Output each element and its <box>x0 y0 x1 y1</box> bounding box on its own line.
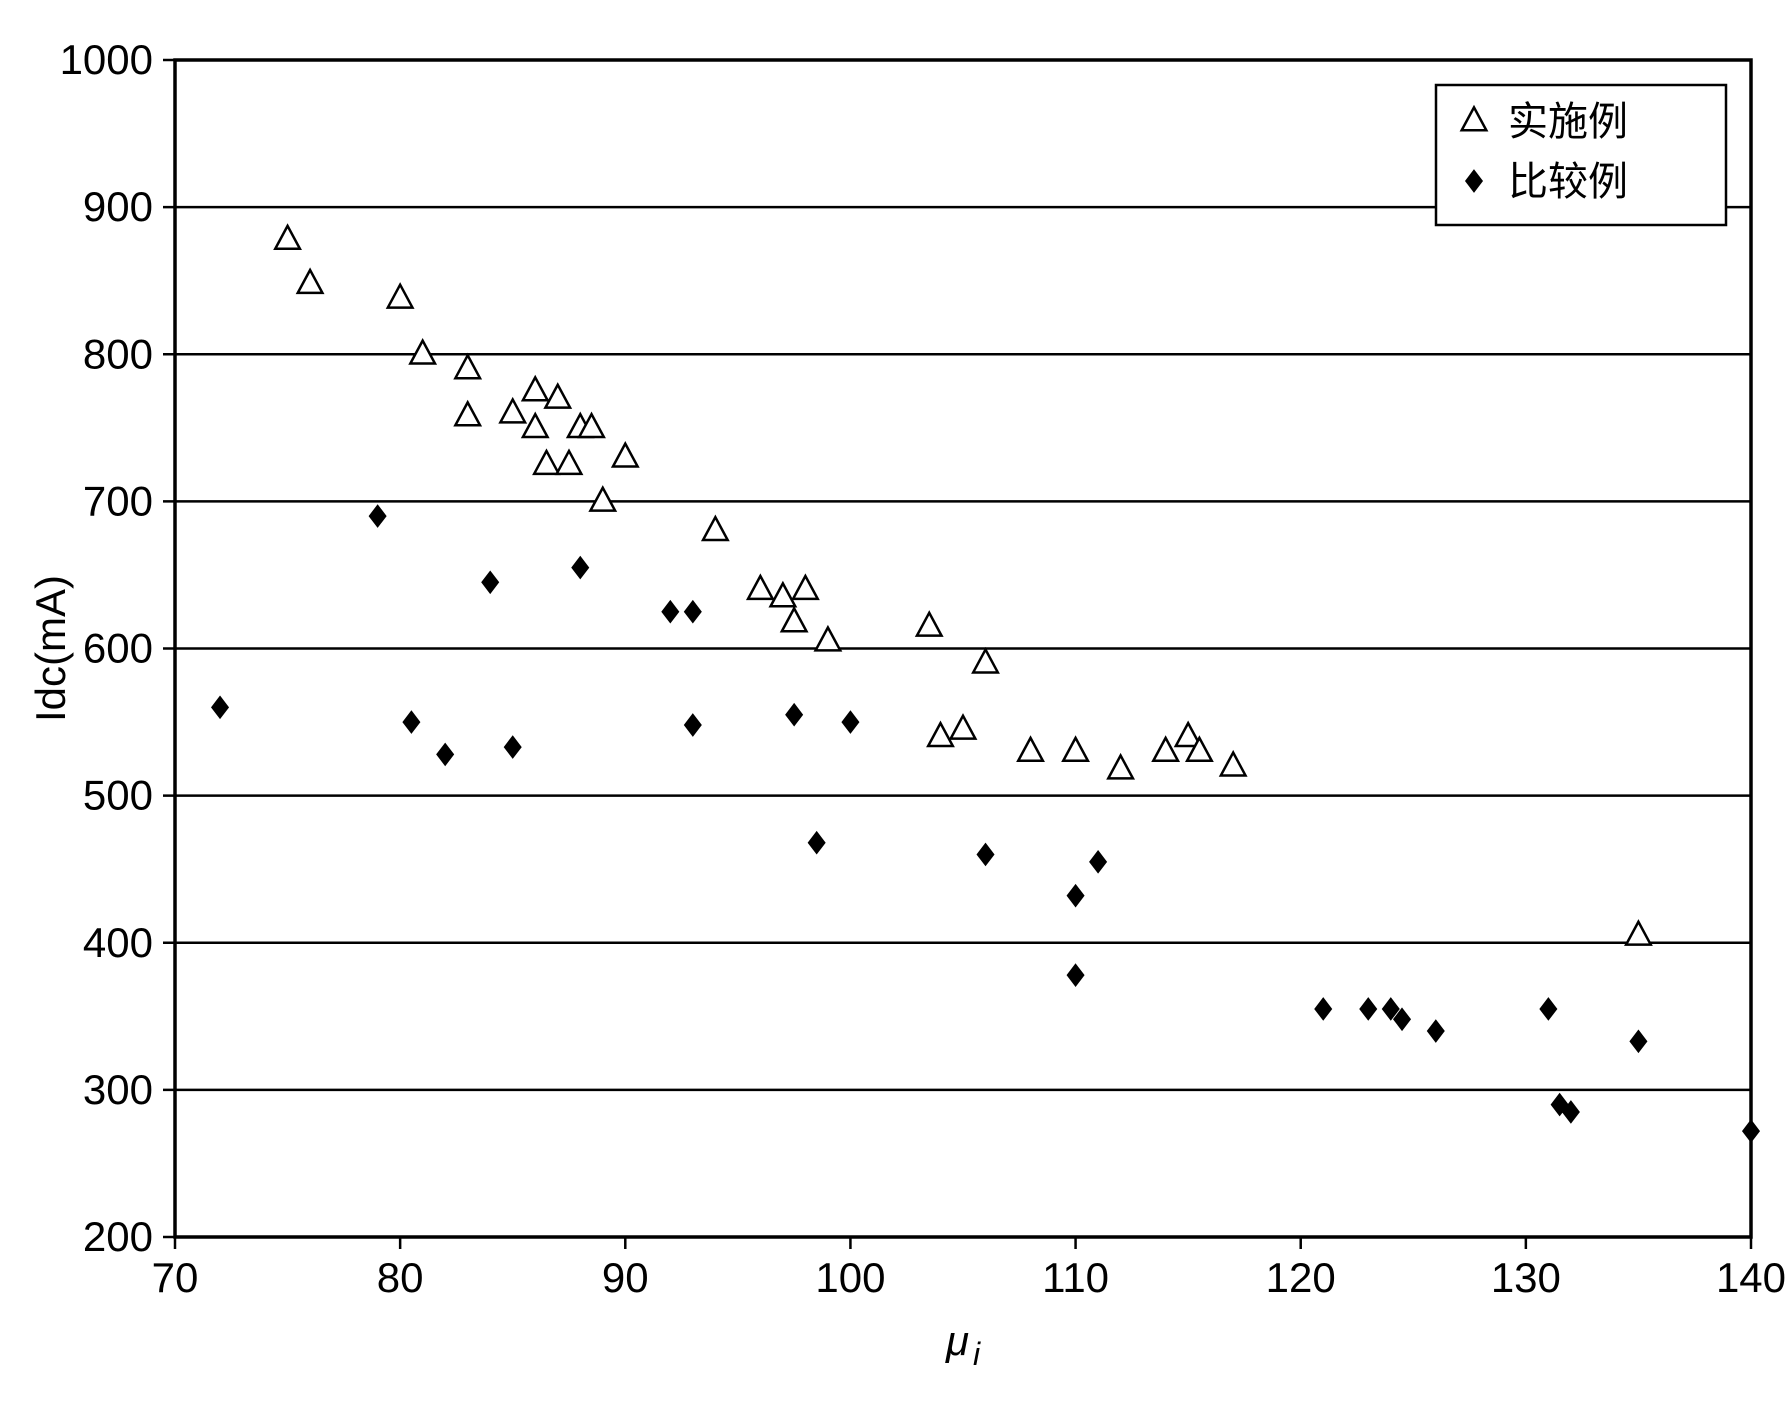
legend-item-1: 比较例 <box>1508 160 1628 204</box>
x-tick-140: 140 <box>1716 1254 1786 1301</box>
chart-svg: 70 80 90 100 110 120 130 140 200 300 400 500 600 700 8… <box>20 20 1791 1397</box>
x-tick-110: 110 <box>1042 1254 1109 1301</box>
x-tick-90: 90 <box>602 1254 649 1301</box>
y-tick-200: 200 <box>83 1213 153 1260</box>
y-tick-600: 600 <box>83 625 153 672</box>
scatter-chart: 70 80 90 100 110 120 130 140 200 300 400 500 600 700 8… <box>20 20 1791 1397</box>
y-tick-300: 300 <box>83 1066 153 1113</box>
y-tick-800: 800 <box>83 330 153 377</box>
y-tick-700: 700 <box>83 477 153 524</box>
y-tick-1000: 1000 <box>60 36 153 83</box>
y-axis-label: Idc(mA) <box>27 575 74 722</box>
y-tick-500: 500 <box>83 772 153 819</box>
x-tick-80: 80 <box>377 1254 424 1301</box>
x-tick-130: 130 <box>1491 1254 1561 1301</box>
x-tick-70: 70 <box>152 1254 199 1301</box>
y-tick-400: 400 <box>83 919 153 966</box>
x-tick-100: 100 <box>815 1254 885 1301</box>
x-tick-120: 120 <box>1266 1254 1336 1301</box>
legend-item-0: 实施例 <box>1508 100 1628 144</box>
y-tick-900: 900 <box>83 183 153 230</box>
